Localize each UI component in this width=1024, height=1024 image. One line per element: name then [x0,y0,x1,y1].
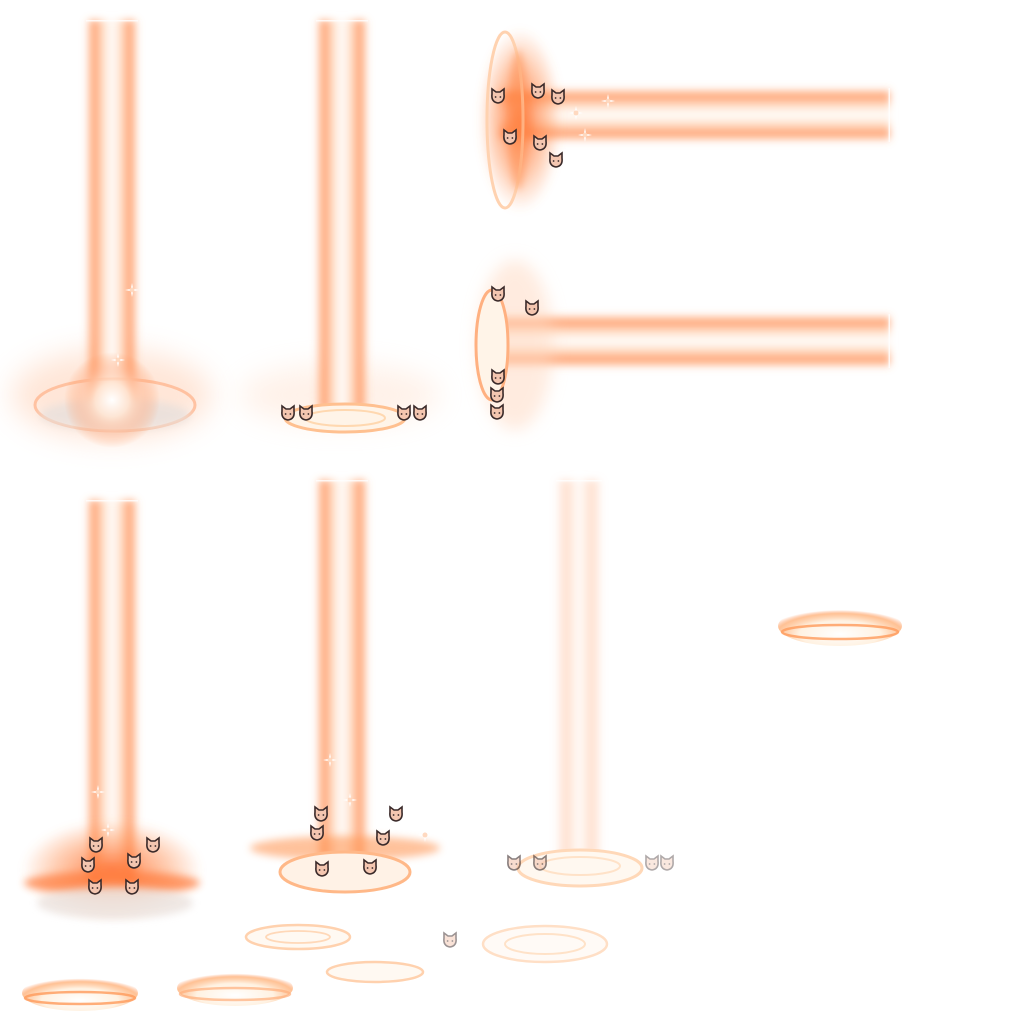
vertical-beam-ring [240,20,440,434]
horizontal-beam-lower [474,260,890,430]
horizontal-beam-upper [478,28,890,212]
vertical-beam-sparkle [250,480,440,894]
vertical-beam-faded [507,480,674,888]
ground-ripples [22,923,609,1011]
vertical-beam-flare [22,500,202,920]
vertical-beam-burst [12,20,212,448]
ground-dome [778,606,902,646]
